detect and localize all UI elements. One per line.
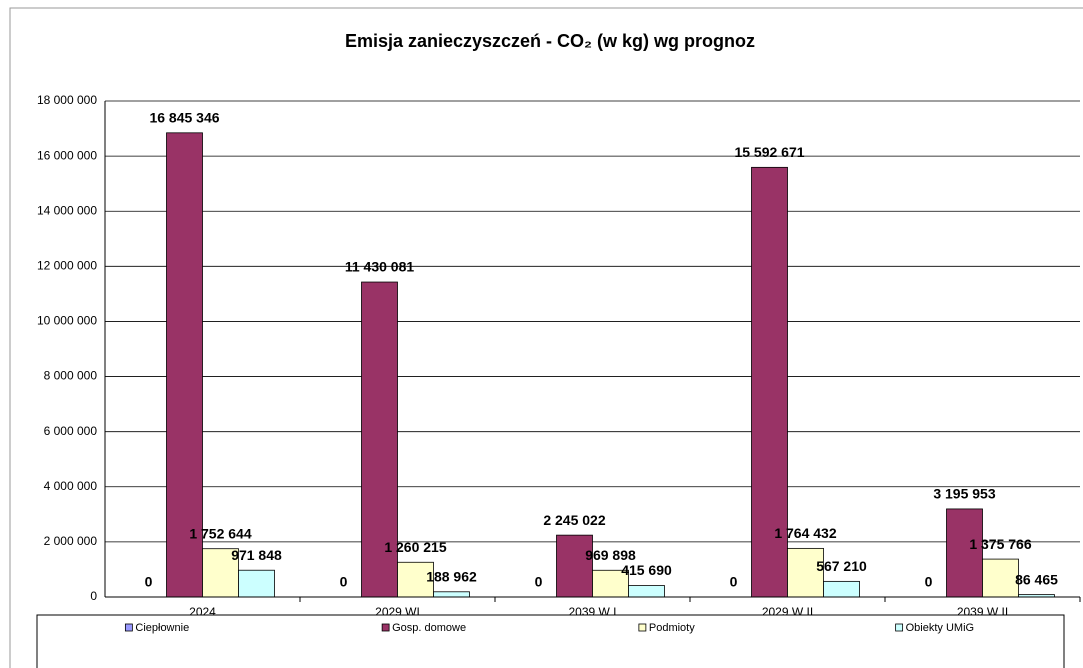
y-tick-label: 16 000 000	[37, 148, 97, 162]
bar	[361, 281, 398, 598]
value-label: 969 898	[585, 547, 636, 563]
legend-label: Ciepłownie	[135, 622, 189, 634]
y-tick-label: 14 000 000	[37, 203, 97, 217]
bar	[202, 548, 239, 598]
value-label: 15 592 671	[734, 144, 804, 160]
value-label: 0	[730, 574, 738, 590]
value-label: 1 375 766	[969, 536, 1031, 552]
value-label: 567 210	[816, 558, 867, 574]
y-tick-label: 10 000 000	[37, 314, 97, 328]
value-label: 0	[535, 574, 543, 590]
legend-box	[36, 614, 1065, 668]
bar	[166, 132, 203, 598]
value-label: 0	[145, 574, 153, 590]
bar	[628, 585, 665, 598]
legend-swatch	[638, 623, 647, 632]
value-label: 415 690	[621, 562, 672, 578]
value-label: 971 848	[231, 547, 282, 563]
value-label: 0	[340, 574, 348, 590]
bar	[556, 534, 593, 598]
value-label: 1 260 215	[384, 539, 446, 555]
chart-title: Emisja zanieczyszczeń - CO₂ (w kg) wg pr…	[345, 31, 755, 51]
value-label: 3 195 953	[933, 486, 995, 502]
bar	[823, 580, 860, 598]
bar	[238, 569, 275, 598]
value-label: 1 764 432	[774, 525, 836, 541]
value-label: 2 245 022	[543, 512, 605, 528]
legend-swatch	[381, 623, 390, 632]
bar	[751, 166, 788, 598]
y-tick-label: 12 000 000	[37, 259, 97, 273]
bar	[433, 591, 470, 598]
bar	[592, 569, 629, 598]
bar	[787, 547, 824, 598]
value-label: 11 430 081	[345, 259, 415, 275]
legend-swatch	[124, 623, 133, 632]
value-label: 0	[925, 574, 933, 590]
bar	[397, 561, 434, 598]
legend-label: Obiekty UMiG	[906, 622, 974, 634]
y-tick-label: 18 000 000	[37, 93, 97, 107]
value-label: 1 752 644	[189, 525, 251, 541]
value-label: 16 845 346	[149, 110, 219, 126]
value-label: 188 962	[426, 568, 477, 584]
legend-label: Gosp. domowe	[392, 622, 466, 634]
y-tick-label: 0	[90, 589, 97, 603]
bar	[946, 508, 983, 598]
y-tick-label: 2 000 000	[44, 534, 98, 548]
value-label: 86 465	[1015, 571, 1058, 587]
y-tick-label: 4 000 000	[44, 479, 98, 493]
bar	[982, 558, 1019, 598]
y-tick-label: 6 000 000	[44, 424, 98, 438]
legend-label: Podmioty	[649, 622, 695, 634]
legend-swatch	[895, 623, 904, 632]
y-tick-label: 8 000 000	[44, 369, 98, 383]
